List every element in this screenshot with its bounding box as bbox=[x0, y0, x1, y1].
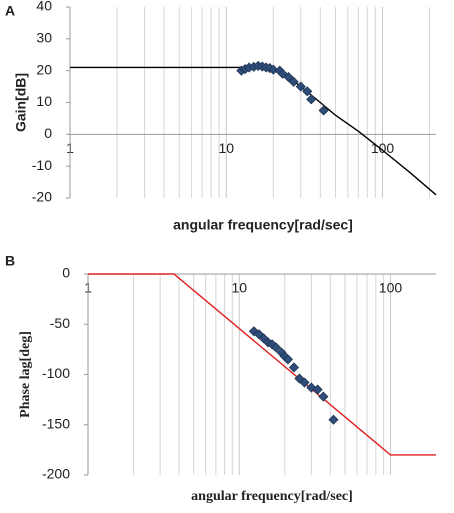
data-point bbox=[318, 105, 329, 116]
y-tick-label: -20 bbox=[32, 189, 52, 205]
y-tick-label: -10 bbox=[32, 157, 52, 173]
data-point bbox=[270, 342, 282, 353]
y-tick-label: -150 bbox=[42, 415, 70, 431]
data-point bbox=[302, 86, 313, 97]
data-point bbox=[282, 354, 294, 365]
x-axis-title: angular frequency[rad/sec] bbox=[191, 489, 353, 504]
data-point bbox=[288, 362, 300, 373]
y-axis-title: Phase lag[deg] bbox=[18, 331, 33, 418]
y-tick-label: 10 bbox=[36, 93, 52, 109]
y-tick-label: 0 bbox=[44, 125, 52, 141]
x-axis-title: angular frequency[rad/sec] bbox=[173, 217, 353, 233]
data-point bbox=[268, 64, 279, 75]
data-point bbox=[312, 384, 323, 395]
data-point bbox=[288, 76, 299, 87]
x-tick-label: 10 bbox=[218, 140, 234, 156]
y-tick-label: -50 bbox=[50, 315, 70, 331]
data-point bbox=[306, 94, 317, 105]
data-point bbox=[295, 81, 306, 92]
curve bbox=[70, 65, 437, 196]
y-tick-label: 30 bbox=[36, 30, 52, 46]
x-tick-label: 100 bbox=[379, 280, 403, 296]
data-point bbox=[283, 71, 294, 83]
y-tick-label: 20 bbox=[36, 61, 52, 77]
y-tick-label: -100 bbox=[42, 365, 70, 381]
y-tick-label: 0 bbox=[62, 265, 70, 281]
panel-label: B bbox=[5, 253, 15, 269]
x-tick-label: 100 bbox=[371, 140, 395, 156]
y-tick-label: -200 bbox=[42, 466, 70, 482]
data-point bbox=[299, 377, 310, 388]
x-tick-label: 10 bbox=[231, 280, 247, 296]
data-point bbox=[248, 326, 259, 337]
y-tick-label: 40 bbox=[36, 0, 52, 14]
data-point bbox=[328, 414, 339, 425]
panel-label: A bbox=[5, 3, 15, 19]
data-point bbox=[318, 391, 329, 402]
y-axis-title: Gain[dB] bbox=[13, 73, 29, 132]
curve bbox=[88, 273, 436, 456]
